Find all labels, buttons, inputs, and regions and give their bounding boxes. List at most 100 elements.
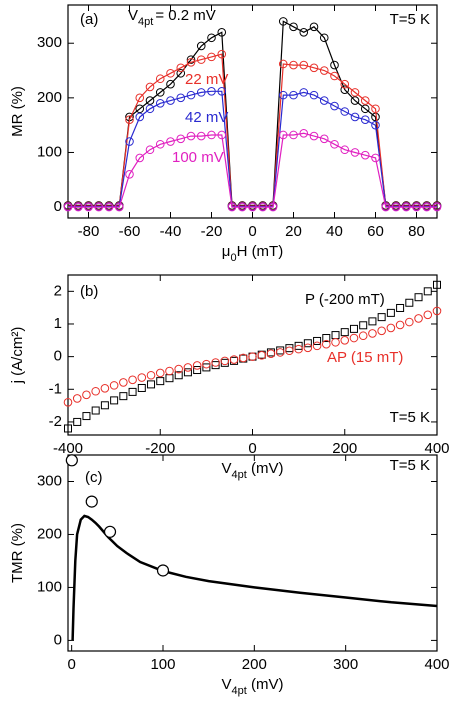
x-tick-label: 400 xyxy=(424,656,449,673)
x-tick-label: 80 xyxy=(408,223,425,240)
data-point xyxy=(196,41,206,51)
x-tick-label: 300 xyxy=(333,656,358,673)
data-point xyxy=(248,202,257,212)
data-point xyxy=(401,202,411,212)
x-tick-label: -40 xyxy=(160,223,182,240)
series-label: V4pt = 0.2 mV xyxy=(128,7,216,28)
x-tick-label: -400 xyxy=(53,440,83,457)
data-point xyxy=(220,358,229,367)
plot-data xyxy=(63,17,442,212)
data-point xyxy=(268,202,278,212)
data-point xyxy=(202,363,211,372)
data-point xyxy=(330,71,339,81)
data-point xyxy=(207,33,216,43)
data-point xyxy=(350,148,360,157)
data-point xyxy=(137,373,147,382)
data-point xyxy=(313,336,322,345)
x-axis-label: μ0H (mT) xyxy=(222,243,283,264)
data-point xyxy=(166,68,175,78)
data-point xyxy=(82,412,91,421)
data-point xyxy=(73,417,82,426)
data-point xyxy=(125,137,134,146)
data-point xyxy=(299,129,309,138)
data-point xyxy=(238,353,248,363)
data-point xyxy=(186,90,196,100)
data-point xyxy=(91,386,100,396)
data-point xyxy=(299,60,309,70)
data-point xyxy=(82,390,91,400)
series-label: 100 mV xyxy=(172,149,224,166)
plot-frame xyxy=(67,454,438,652)
data-point xyxy=(330,139,339,149)
data-point xyxy=(371,104,380,114)
x-tick-label: 200 xyxy=(332,440,357,457)
data-point xyxy=(186,55,196,64)
data-point xyxy=(330,60,339,70)
x-tick-label: 0 xyxy=(248,440,256,457)
y-axis-label: MR (%) xyxy=(9,86,26,137)
data-point xyxy=(110,396,119,405)
data-point xyxy=(405,298,414,307)
plot-data xyxy=(65,454,438,641)
data-point xyxy=(135,104,145,114)
data-point xyxy=(331,337,340,347)
series-label: P (-200 mT) xyxy=(305,291,385,308)
data-point xyxy=(331,331,340,340)
plot-data xyxy=(63,280,442,433)
data-point xyxy=(303,339,312,348)
data-point xyxy=(278,17,288,26)
y-axis-label: j (A/cm²) xyxy=(9,327,26,385)
annotation: (a) xyxy=(80,11,98,28)
x-tick-label: -20 xyxy=(201,223,223,240)
y-tick-label: -2 xyxy=(49,413,62,430)
x-tick-label: 0 xyxy=(248,223,256,240)
data-point xyxy=(176,68,186,78)
data-point xyxy=(386,308,395,317)
data-point xyxy=(319,134,329,144)
data-point xyxy=(73,202,83,212)
data-point xyxy=(193,366,202,375)
data-point xyxy=(100,384,110,393)
annotation: T=5 K xyxy=(390,409,430,426)
data-point xyxy=(358,331,368,341)
data-point xyxy=(377,326,386,336)
data-point xyxy=(377,313,386,322)
data-point xyxy=(371,153,380,163)
data-point xyxy=(166,137,175,146)
data-point xyxy=(135,153,145,163)
x-tick-label: 400 xyxy=(424,440,449,457)
data-point xyxy=(349,324,358,333)
x-tick-label: 60 xyxy=(367,223,384,240)
data-point xyxy=(350,112,360,122)
data-point xyxy=(202,359,211,369)
data-point xyxy=(340,336,350,345)
data-point xyxy=(174,371,183,380)
data-point xyxy=(285,346,294,356)
data-point xyxy=(360,150,370,160)
data-point xyxy=(405,317,414,327)
y-tick-label: 0 xyxy=(54,348,62,365)
data-point xyxy=(217,28,227,37)
data-point xyxy=(371,120,380,130)
data-point xyxy=(176,63,186,73)
data-point xyxy=(266,349,276,358)
data-point xyxy=(145,82,155,92)
data-point xyxy=(155,139,165,149)
data-point xyxy=(423,287,432,296)
data-point xyxy=(176,93,186,103)
data-point xyxy=(294,344,303,354)
x-axis-label-part: μ xyxy=(222,243,231,260)
x-axis-label: V4pt (mV) xyxy=(222,460,284,481)
data-point xyxy=(155,99,165,108)
data-point xyxy=(145,96,155,105)
data-point xyxy=(128,375,137,385)
data-point xyxy=(217,86,227,96)
data-point xyxy=(360,104,370,114)
data-point xyxy=(174,364,183,374)
data-point xyxy=(381,202,391,212)
data-point xyxy=(340,79,350,89)
data-point xyxy=(309,90,319,100)
data-point xyxy=(414,314,423,323)
data-point xyxy=(145,145,155,155)
data-point xyxy=(196,55,206,64)
